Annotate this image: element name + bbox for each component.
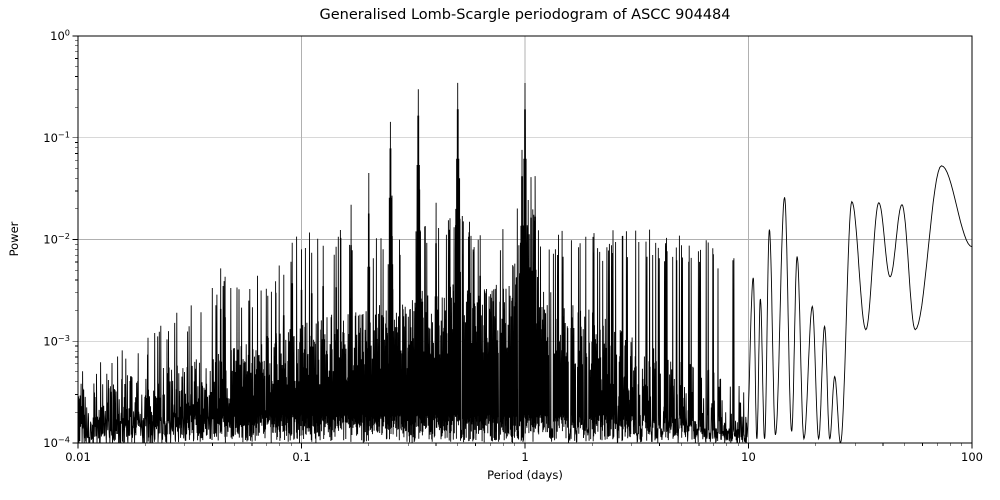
x-tick-label: 100 bbox=[961, 450, 983, 464]
x-tick-label: 0.01 bbox=[65, 450, 91, 464]
plot-border bbox=[77, 35, 973, 444]
x-tick-label: 10 bbox=[741, 450, 756, 464]
y-tick-labels: 100 10−1 10−2 10−3 10−4 bbox=[43, 28, 70, 451]
plot-frame bbox=[77, 35, 973, 444]
y-axis-label: Power bbox=[7, 221, 21, 257]
periodogram-series bbox=[78, 82, 972, 443]
y-tick-label: 10−3 bbox=[43, 333, 70, 349]
y-tick-label: 100 bbox=[50, 28, 70, 44]
y-tick-label: 10−4 bbox=[43, 435, 70, 451]
x-tick-label: 1 bbox=[521, 450, 528, 464]
periodogram-line bbox=[78, 82, 972, 443]
x-axis-label: Period (days) bbox=[487, 468, 563, 482]
x-tick-labels: 0.01 0.1 1 10 100 bbox=[65, 450, 983, 464]
y-tick-label: 10−2 bbox=[43, 231, 70, 247]
y-tick-label: 10−1 bbox=[43, 129, 70, 145]
chart-title: Generalised Lomb-Scargle periodogram of … bbox=[319, 7, 731, 23]
x-tick-label: 0.1 bbox=[292, 450, 310, 464]
axis-ticks bbox=[72, 35, 973, 449]
